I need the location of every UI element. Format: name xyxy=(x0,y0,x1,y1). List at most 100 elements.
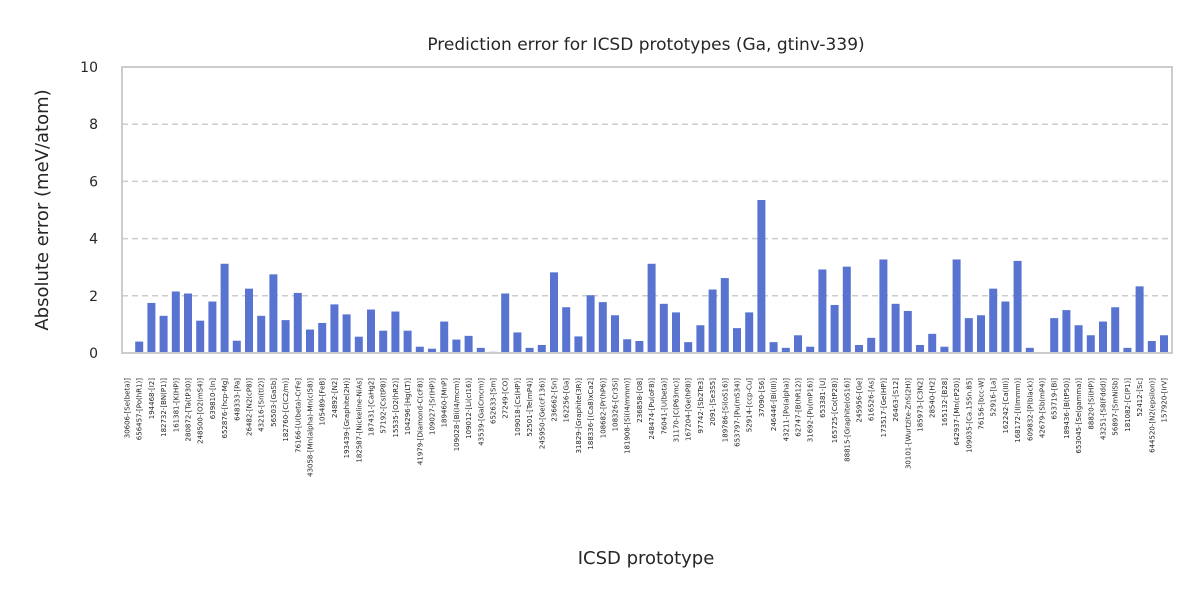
bar xyxy=(1062,310,1071,353)
x-tick-label: 108682-[Pr(hP6)] xyxy=(599,378,607,439)
x-tick-label: 609832-[P(black)] xyxy=(1026,378,1034,441)
x-tick-label: 30606-[Se(beta)] xyxy=(124,378,132,439)
bar xyxy=(220,263,229,353)
bar xyxy=(867,337,876,353)
bar xyxy=(1135,286,1144,353)
bar xyxy=(367,309,375,353)
x-tick-label: 43058-[Mn(alpha)-Mn(cI58)] xyxy=(307,378,315,477)
bar xyxy=(769,342,778,353)
bar xyxy=(1099,321,1107,353)
x-tick-label: 165725-[Co(tP28)] xyxy=(831,378,839,443)
bar xyxy=(293,292,302,353)
x-tick-label: 168172-[I(Immm)] xyxy=(1014,378,1022,443)
x-tick-label: 280872-[Ta(tP30)] xyxy=(185,378,193,442)
x-tick-label: 246446-[Bi(III)] xyxy=(770,378,778,431)
bar xyxy=(537,344,546,353)
y-tick-labels: 0 2 4 6 8 10 xyxy=(80,60,98,362)
y-axis-label: Absolute error (meV/atom) xyxy=(32,89,53,330)
x-tick-label: 161381-[K(HP)] xyxy=(172,378,180,433)
x-tick-label: 88815-[Graphite(oS16)] xyxy=(843,378,851,462)
x-tick-label: 181908-[Si(I4/mmm)] xyxy=(624,378,632,454)
bar xyxy=(1160,335,1168,353)
bar xyxy=(903,310,912,353)
x-tick-label: 245950-[Ge(cF136)] xyxy=(538,378,546,449)
bar xyxy=(781,347,790,353)
x-tick-label: 236858-[O8] xyxy=(636,378,644,423)
x-tick-label: 109012-[Li(cI16)] xyxy=(465,378,473,439)
x-tick-labels: 30606-[Se(beta)] 656457-[Po(hR1)] 194468-[… xyxy=(124,378,1169,477)
bar xyxy=(696,325,705,353)
bar xyxy=(1050,318,1059,353)
x-tick-label: 182732-[BN(P1)] xyxy=(160,378,168,437)
bar xyxy=(1013,260,1022,353)
x-tick-label: 653381-[U] xyxy=(819,378,827,418)
x-tick-label: 26482-[N2(cP8)] xyxy=(246,378,254,436)
bar xyxy=(428,348,436,353)
x-tick-label: 109028-[Bi(I4/mcm)] xyxy=(453,378,461,452)
x-tick-label: 194468-[I2] xyxy=(148,378,156,419)
x-tick-label: 639810-[In] xyxy=(209,378,217,419)
x-tick-label: 173517-[Ge(HP)] xyxy=(880,378,888,438)
x-tick-label: 52501-[Te(mP4)] xyxy=(526,378,534,437)
bars xyxy=(135,199,1168,353)
bar xyxy=(818,269,827,353)
x-tick-label: 162256-[Ga] xyxy=(563,378,571,423)
bar xyxy=(574,336,583,353)
bar xyxy=(598,302,607,353)
bar xyxy=(196,320,205,353)
x-tick-label: 31829-[Graphite(3R)] xyxy=(575,378,583,454)
x-tick-label: 41979-[Diamond-C(cF8)] xyxy=(416,378,424,465)
bar xyxy=(891,303,900,353)
x-tick-label: 52916-[La] xyxy=(990,378,998,417)
bar xyxy=(415,346,424,353)
bar xyxy=(354,336,363,353)
x-tick-label: 648333-[Pa] xyxy=(233,378,241,421)
bar xyxy=(342,314,351,353)
bar xyxy=(171,291,180,353)
x-tick-label: 165132-[B28] xyxy=(941,378,949,427)
x-tick-label: 76041-[U(beta)] xyxy=(660,378,668,435)
bar xyxy=(586,295,595,353)
x-tick-label: 616526-[As] xyxy=(868,378,876,421)
x-tick-label: 15535-[O2(hR2)] xyxy=(392,378,400,438)
x-tick-label: 193439-[Graphite(2H)] xyxy=(343,378,351,459)
bar xyxy=(403,330,412,353)
x-tick-label: 2091-[Se3S5] xyxy=(709,378,717,426)
bar xyxy=(611,315,619,353)
y-tick-label: 2 xyxy=(89,289,98,305)
bar xyxy=(940,346,949,353)
x-tick-label: 52412-[Sc] xyxy=(1136,378,1144,417)
bar xyxy=(623,339,632,353)
x-tick-label: 76156-[bcc-W] xyxy=(978,378,986,430)
bar xyxy=(464,335,473,353)
x-tick-label: 31692-[Pu(mP16)] xyxy=(807,378,815,442)
chart-title: Prediction error for ICSD prototypes (Ga… xyxy=(427,35,864,55)
x-tick-label: 24892-[N2] xyxy=(331,378,339,418)
bar xyxy=(1111,307,1120,353)
y-tick-label: 0 xyxy=(89,346,98,362)
x-tick-label: 653719-[Bi] xyxy=(1051,378,1059,420)
bar xyxy=(513,332,522,353)
bar xyxy=(135,341,144,353)
bar xyxy=(232,340,241,353)
bar xyxy=(794,335,802,353)
bar xyxy=(659,303,668,353)
x-tick-label: 43251-[S8(Fddd)] xyxy=(1100,378,1108,440)
x-tick-label: 248474-[Pu(oF8)] xyxy=(648,378,656,440)
bar xyxy=(977,315,985,353)
x-tick-label: 52914-[ccp-Cu] xyxy=(746,378,754,433)
x-tick-label: 28540-[H2] xyxy=(929,378,937,418)
bar xyxy=(440,321,449,353)
bar xyxy=(1086,335,1095,353)
x-tick-label: 642937-[Mn(cP20)] xyxy=(953,378,961,446)
x-tick-label: 185973-[C3N2] xyxy=(917,378,925,432)
y-tick-label: 6 xyxy=(89,174,98,190)
bar xyxy=(879,259,888,353)
bar xyxy=(562,307,571,353)
x-tick-label: 88820-[Si(HP)] xyxy=(1087,378,1095,430)
bar xyxy=(708,289,717,353)
bar xyxy=(525,347,534,353)
x-tick-label: 105489-[FeB] xyxy=(319,378,327,426)
x-tick-label: 167204-[Ge(hP8)] xyxy=(685,378,693,441)
bar xyxy=(989,288,998,353)
